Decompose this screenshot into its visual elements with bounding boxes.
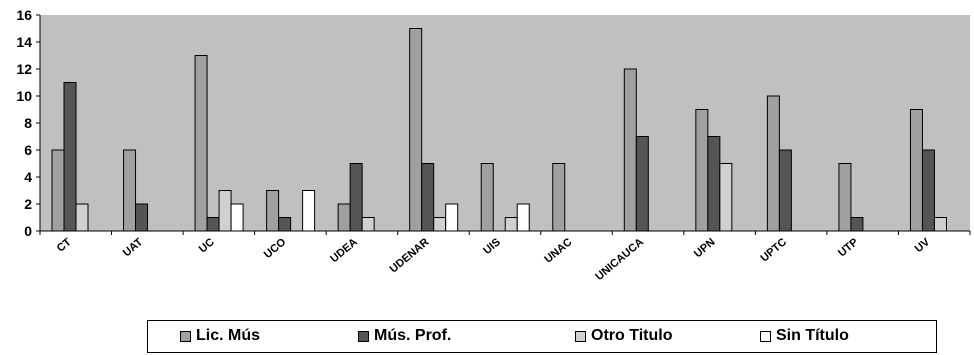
bar-lic-mus-uc (194, 55, 208, 232)
x-tick-label-uco: UCO (262, 236, 289, 261)
bar-lic-mus-unicauca (623, 68, 637, 232)
x-tick-label-udenar: UDENAR (388, 236, 432, 275)
bars-group (51, 28, 947, 232)
bar-mus-prof-unicauca (635, 136, 649, 232)
plot-area (40, 15, 970, 231)
bar-sin-titulo-udenar (445, 203, 459, 232)
y-tick-label: 8 (24, 115, 32, 131)
x-tick-label-utp: UTP (836, 236, 861, 259)
y-tick-label: 2 (24, 196, 32, 212)
y-tick-label: 12 (16, 61, 32, 77)
x-tick-label-udea: UDEA (328, 236, 360, 265)
x-tick-label-uat: UAT (121, 236, 146, 259)
bar-mus-prof-ct (63, 82, 77, 232)
bar-mus-prof-utp (850, 217, 864, 232)
bar-otro-titulo-udea (361, 217, 375, 232)
bar-mus-prof-uco (278, 217, 292, 232)
y-tick-label: 16 (16, 7, 32, 23)
bar-lic-mus-uis (480, 163, 494, 232)
bar-mus-prof-udea (349, 163, 363, 232)
bar-mus-prof-upn (707, 136, 721, 232)
bar-lic-mus-utp (838, 163, 852, 232)
bar-lic-mus-udenar (409, 28, 423, 232)
x-tick-label-uc: UC (197, 236, 217, 255)
bar-otro-titulo-uv (933, 217, 947, 232)
bar-otro-titulo-uc (218, 190, 232, 232)
bar-lic-mus-uv (909, 109, 923, 232)
bar-sin-titulo-uco (302, 190, 316, 232)
bar-lic-mus-upn (695, 109, 709, 232)
bar-lic-mus-uco (266, 190, 280, 232)
x-tick-label-uptc: UPTC (758, 236, 789, 264)
x-tick-label-unac: UNAC (542, 236, 574, 266)
bar-otro-titulo-upn (719, 163, 733, 232)
x-tick-label-ct: CT (55, 236, 74, 255)
bar-mus-prof-uc (206, 217, 220, 232)
x-axis: CT UAT UC UCO UDEA UDENAR UIS UNAC UNICAUCA UPN UP… (39, 230, 971, 283)
legend-swatch-mus-prof (358, 330, 369, 342)
bar-chart: 0 2 4 6 8 10 12 14 16 CT UAT UC UCO UDEA UDENAR UIS UNA… (16, 7, 971, 283)
bar-mus-prof-uptc (778, 149, 792, 232)
y-tick-label: 6 (24, 142, 32, 158)
legend-item-otro-titulo: Otro Titulo (575, 327, 672, 345)
legend-label: Sin Título (776, 327, 849, 344)
legend-item-lic-mus: Lic. Mús (180, 327, 260, 345)
bar-otro-titulo-uis (504, 217, 518, 232)
bar-lic-mus-udea (337, 203, 351, 232)
legend-label: Otro Titulo (591, 327, 673, 344)
bar-mus-prof-uat (135, 203, 149, 232)
bar-mus-prof-uv (921, 149, 935, 232)
legend-label: Lic. Mús (196, 327, 261, 344)
x-tick-label-unicauca: UNICAUCA (593, 236, 646, 283)
legend: Lic. Mús Mús. Prof. Otro Titulo Sin Títu… (147, 320, 937, 353)
bar-otro-titulo-udenar (433, 217, 447, 232)
legend-swatch-sin-titulo (760, 330, 771, 342)
x-tick-label-uv: UV (913, 236, 933, 255)
bar-lic-mus-uat (123, 149, 137, 232)
bar-sin-titulo-uc (230, 203, 244, 232)
legend-swatch-lic-mus (180, 330, 191, 342)
bar-sin-titulo-uis (516, 203, 530, 232)
bar-otro-titulo-ct (75, 203, 89, 232)
legend-item-sin-titulo: Sin Título (760, 327, 849, 345)
legend-label: Mús. Prof. (374, 327, 452, 344)
bar-lic-mus-uptc (766, 95, 780, 232)
y-tick-label: 0 (24, 223, 32, 239)
y-tick-label: 4 (24, 169, 32, 185)
legend-item-mus-prof: Mús. Prof. (358, 327, 451, 345)
bar-lic-mus-ct (51, 149, 65, 232)
x-tick-label-uis: UIS (481, 236, 503, 257)
bar-mus-prof-udenar (421, 163, 435, 232)
y-tick-label: 14 (16, 34, 32, 50)
legend-swatch-otro-titulo (575, 330, 586, 342)
bar-lic-mus-unac (552, 163, 566, 232)
y-tick-label: 10 (16, 88, 32, 104)
y-axis: 0 2 4 6 8 10 12 14 16 (16, 7, 41, 239)
x-tick-label-upn: UPN (692, 236, 718, 260)
